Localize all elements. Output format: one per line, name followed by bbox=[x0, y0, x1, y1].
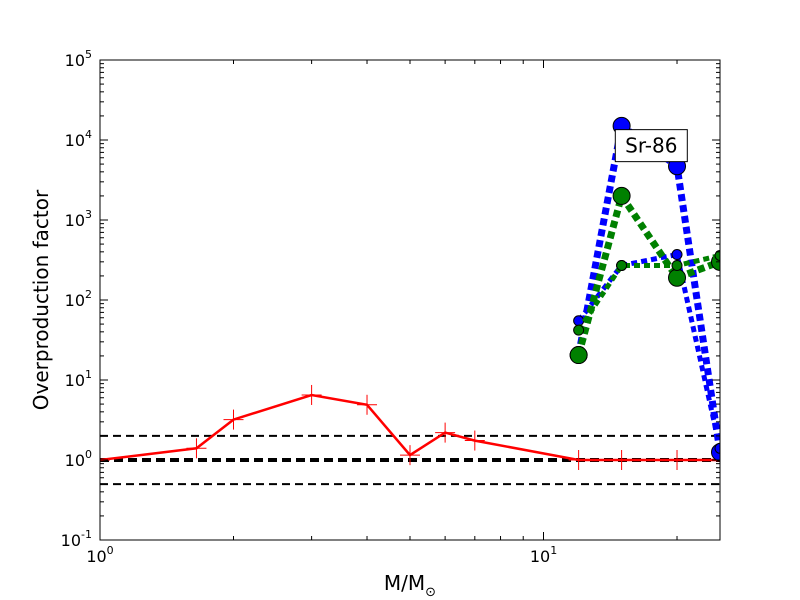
y-tick-label-4-base: 10 bbox=[65, 291, 85, 310]
x-axis-label-main: M/M bbox=[384, 571, 425, 595]
y-tick-label-6-base: 10 bbox=[65, 131, 85, 150]
series-3-point-1 bbox=[573, 315, 585, 327]
y-tick-label-1-base: 10 bbox=[61, 531, 81, 550]
y-tick-label-6: 104 bbox=[65, 128, 92, 150]
series-3-point-3 bbox=[671, 249, 683, 261]
y-tick-label-3-base: 10 bbox=[65, 371, 85, 390]
y-tick-label-6-exponent: 4 bbox=[85, 128, 92, 141]
series-3-line bbox=[576, 251, 720, 449]
y-tick-label-2: 100 bbox=[65, 448, 92, 470]
x-tick-label-1-exponent: 0 bbox=[107, 544, 114, 557]
y-tick-label-5-exponent: 3 bbox=[85, 208, 92, 221]
y-tick-label-5: 103 bbox=[65, 208, 92, 230]
y-tick-label-2-base: 10 bbox=[65, 451, 85, 470]
y-tick-label-7: 105 bbox=[65, 48, 92, 70]
annotation-label: Sr-86 bbox=[625, 134, 677, 158]
series-5-point-4 bbox=[714, 249, 720, 261]
y-tick-label-1-exponent: -1 bbox=[81, 528, 92, 541]
series-3-point-4 bbox=[714, 442, 720, 454]
y-tick-label-4: 102 bbox=[65, 288, 92, 310]
x-tick-label-2-base: 10 bbox=[530, 547, 550, 566]
x-tick-label-2: 101 bbox=[530, 544, 557, 566]
series-4-point-3 bbox=[668, 268, 687, 287]
series-1-point-4 bbox=[301, 384, 322, 405]
series-1-point-11 bbox=[667, 450, 688, 470]
y-tick-label-5-base: 10 bbox=[65, 211, 85, 230]
series-1-point-8 bbox=[464, 430, 485, 451]
series-5-point-2 bbox=[616, 259, 628, 271]
series-4-point-1 bbox=[569, 346, 588, 365]
y-tick-label-4-exponent: 2 bbox=[85, 288, 92, 301]
series-4-point-2 bbox=[612, 186, 631, 205]
x-axis-label: M/M⊙ bbox=[384, 571, 436, 600]
series-1-point-7 bbox=[435, 422, 456, 443]
series-1-point-2 bbox=[186, 438, 207, 459]
series-5-line bbox=[576, 253, 720, 332]
annotation-layer: Sr-86 bbox=[614, 129, 688, 163]
x-tick-label-1: 100 bbox=[86, 544, 113, 566]
y-tick-label-7-exponent: 5 bbox=[85, 48, 92, 61]
series-1-point-9 bbox=[568, 450, 589, 470]
y-tick-label-3: 101 bbox=[65, 368, 92, 390]
series-1-point-5 bbox=[357, 394, 378, 415]
y-axis-label: Overproduction factor bbox=[29, 189, 53, 410]
y-tick-label-2-exponent: 0 bbox=[85, 448, 92, 461]
x-axis-label-subscript: ⊙ bbox=[425, 585, 436, 600]
series-1-point-3 bbox=[223, 409, 244, 430]
series-4-line bbox=[575, 187, 720, 357]
x-tick-label-2-exponent: 1 bbox=[550, 544, 557, 557]
y-tick-label-7-base: 10 bbox=[65, 51, 85, 70]
series-5-point-1 bbox=[573, 324, 585, 336]
series-1-point-10 bbox=[611, 450, 632, 470]
x-tick-label-1-base: 10 bbox=[86, 547, 106, 566]
annotation-box bbox=[614, 129, 688, 163]
y-tick-label-3-exponent: 1 bbox=[85, 368, 92, 381]
series-5-point-3 bbox=[671, 259, 683, 271]
series-1-point-6 bbox=[400, 445, 420, 466]
y-tick-label-1: 10-1 bbox=[61, 528, 92, 550]
